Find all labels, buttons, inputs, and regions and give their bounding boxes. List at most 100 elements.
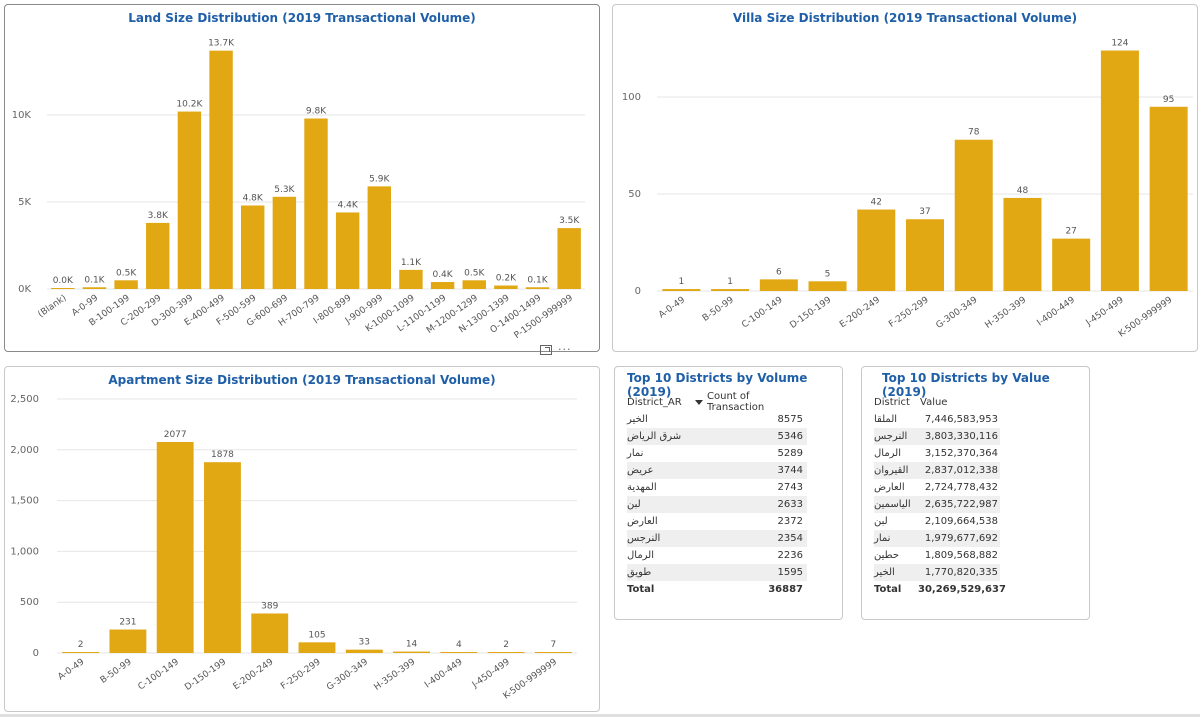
villa-bar[interactable] xyxy=(711,289,750,291)
villa-bar[interactable] xyxy=(662,289,701,291)
volume-table-row[interactable]: طويق 1595 xyxy=(627,564,807,581)
land-bar[interactable] xyxy=(462,280,486,289)
column-header-district-ar[interactable]: District_AR xyxy=(627,396,682,408)
sort-descending-icon[interactable] xyxy=(695,399,703,405)
volume-value-cell: 5289 xyxy=(777,448,803,459)
volume-table-body: الخير 8575 شرق الرياض 5346 نمار 5289 عريض 3744 ا… xyxy=(627,411,807,581)
apartment-ytick-label: 0 xyxy=(33,648,39,659)
apartment-ytick-label: 1,500 xyxy=(10,496,39,507)
column-header-value[interactable]: Value xyxy=(920,396,948,408)
volume-district-cell: طويق xyxy=(627,567,652,578)
apartment-bar[interactable] xyxy=(393,651,430,653)
villa-bar[interactable] xyxy=(1149,106,1188,292)
volume-table-row[interactable]: عريض 3744 xyxy=(627,462,807,479)
land-bar[interactable] xyxy=(82,287,107,289)
villa-bar[interactable] xyxy=(954,139,993,291)
column-header-district[interactable]: District xyxy=(874,396,910,408)
value-value-cell: 1,809,568,882 xyxy=(924,550,998,561)
villa-bar[interactable] xyxy=(857,209,896,291)
value-table-row[interactable]: الياسمين 2,635,722,987 xyxy=(874,496,1000,513)
land-bar[interactable] xyxy=(272,196,297,289)
land-bar[interactable] xyxy=(240,205,265,289)
land-bar[interactable] xyxy=(557,228,581,289)
volume-table-row[interactable]: العارض 2372 xyxy=(627,513,807,530)
land-chart-panel[interactable]: Land Size Distribution (2019 Transaction… xyxy=(4,4,600,352)
apartment-bar[interactable] xyxy=(298,642,336,653)
volume-table-row[interactable]: الخير 8575 xyxy=(627,411,807,428)
volume-table-row[interactable]: نمار 5289 xyxy=(627,445,807,462)
apartment-xtick-label: G-300-349 xyxy=(325,657,370,693)
value-table-header: District Value xyxy=(874,393,1000,411)
villa-bar[interactable] xyxy=(1052,238,1091,291)
apartment-bar[interactable] xyxy=(345,649,383,653)
value-table-row[interactable]: القيروان 2,837,012,338 xyxy=(874,462,1000,479)
land-bar[interactable] xyxy=(209,50,233,290)
volume-table-row[interactable]: النرجس 2354 xyxy=(627,530,807,547)
land-bar[interactable] xyxy=(51,288,75,289)
apartment-bar[interactable] xyxy=(156,441,194,653)
volume-table-row[interactable]: شرق الرياض 5346 xyxy=(627,428,807,445)
value-table-row[interactable]: نمار 1,979,677,692 xyxy=(874,530,1000,547)
apartment-bar[interactable] xyxy=(487,652,525,653)
land-bar[interactable] xyxy=(525,287,550,289)
value-table-row[interactable]: النرجس 3,803,330,116 xyxy=(874,428,1000,445)
apartment-data-label: 2 xyxy=(503,640,509,650)
villa-bar[interactable] xyxy=(1003,197,1042,291)
apartment-chart-panel[interactable]: Apartment Size Distribution (2019 Transa… xyxy=(4,366,600,712)
land-bar[interactable] xyxy=(114,280,138,289)
value-table-panel[interactable]: Top 10 Districts by Value (2019) Distric… xyxy=(861,366,1090,620)
volume-table-row[interactable]: لبن 2633 xyxy=(627,496,807,513)
value-table-row[interactable]: لبن 2,109,664,538 xyxy=(874,513,1000,530)
villa-data-label: 42 xyxy=(871,198,882,208)
apartment-chart-title: Apartment Size Distribution (2019 Transa… xyxy=(108,373,496,387)
apartment-xtick-label: H-350-399 xyxy=(373,657,418,693)
value-table-row[interactable]: حطين 1,809,568,882 xyxy=(874,547,1000,564)
land-bar[interactable] xyxy=(335,212,360,289)
apartment-xtick-label: B-50-99 xyxy=(99,657,134,686)
land-data-label: 0.5K xyxy=(464,268,485,278)
land-bar[interactable] xyxy=(177,111,202,289)
apartment-ytick-label: 2,000 xyxy=(10,445,39,456)
apartment-bar[interactable] xyxy=(109,629,147,653)
total-label: Total xyxy=(874,584,902,595)
villa-bar[interactable] xyxy=(1100,50,1139,291)
apartment-bar[interactable] xyxy=(62,652,100,653)
value-table-row[interactable]: الرمال 3,152,370,364 xyxy=(874,445,1000,462)
column-header-count[interactable]: Count of Transaction xyxy=(707,391,765,413)
villa-ytick-label: 0 xyxy=(635,286,641,297)
focus-mode-icon[interactable] xyxy=(540,345,552,355)
villa-bar[interactable] xyxy=(759,279,798,291)
villa-bar[interactable] xyxy=(808,281,847,291)
land-data-label: 0.2K xyxy=(496,274,517,284)
villa-bar[interactable] xyxy=(905,219,945,291)
volume-district-cell: لبن xyxy=(627,499,641,510)
volume-table-panel[interactable]: Top 10 Districts by Volume (2019) Distri… xyxy=(614,366,843,620)
apartment-bar[interactable] xyxy=(440,652,478,653)
value-value-cell: 1,770,820,335 xyxy=(924,567,998,578)
value-table-row[interactable]: الملقا 7,446,583,953 xyxy=(874,411,1000,428)
apartment-bar[interactable] xyxy=(251,613,289,653)
apartment-data-label: 14 xyxy=(406,640,418,650)
villa-chart-panel[interactable]: Villa Size Distribution (2019 Transactio… xyxy=(612,4,1198,352)
volume-table-row[interactable]: الرمال 2236 xyxy=(627,547,807,564)
land-bar[interactable] xyxy=(494,285,518,289)
volume-table-row[interactable]: المهدية 2743 xyxy=(627,479,807,496)
villa-ytick-label: 100 xyxy=(622,92,641,103)
apartment-bar[interactable] xyxy=(534,652,572,653)
land-bar[interactable] xyxy=(399,269,423,289)
apartment-data-label: 33 xyxy=(359,638,370,648)
land-bar[interactable] xyxy=(367,186,392,289)
value-table-row[interactable]: العارض 2,724,778,432 xyxy=(874,479,1000,496)
land-xtick-label: (Blank) xyxy=(36,293,68,320)
volume-table: District_AR Count of Transaction الخير 85… xyxy=(627,391,807,598)
value-table-row[interactable]: الخير 1,770,820,335 xyxy=(874,564,1000,581)
land-bar[interactable] xyxy=(430,282,455,289)
land-data-label: 4.4K xyxy=(338,200,359,210)
land-bar[interactable] xyxy=(304,118,328,289)
volume-value-cell: 8575 xyxy=(777,414,803,425)
land-data-label: 13.7K xyxy=(208,39,235,49)
more-options-icon[interactable]: ··· xyxy=(558,343,572,356)
apartment-xtick-label: E-200-249 xyxy=(232,657,276,692)
apartment-bar[interactable] xyxy=(204,462,241,653)
land-bar[interactable] xyxy=(146,222,170,289)
